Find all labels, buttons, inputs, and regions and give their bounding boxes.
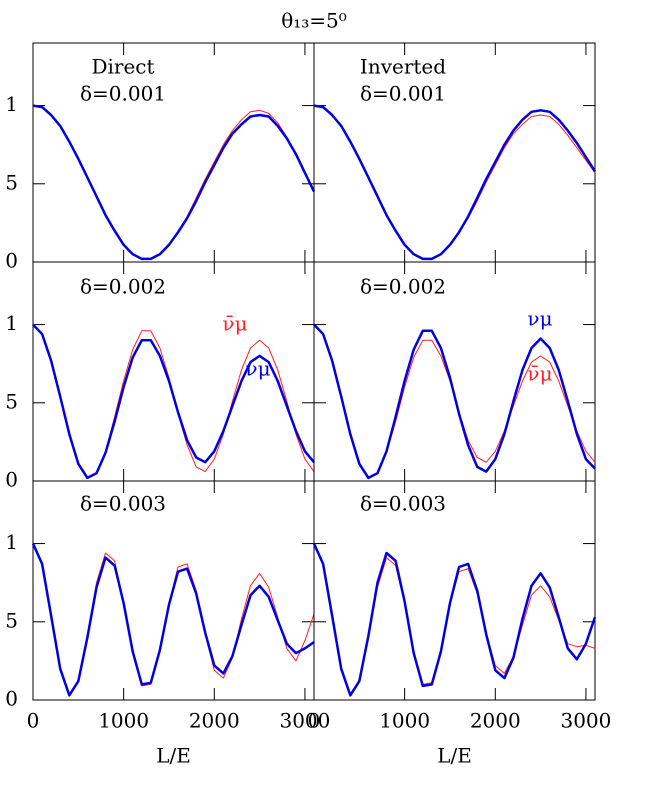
panel-frame	[313, 261, 596, 482]
curve	[32, 105, 315, 260]
legend-label: νμ	[527, 307, 552, 331]
panel-label: Inverted	[360, 55, 446, 79]
y-tick-label: 5	[5, 608, 18, 632]
curve	[313, 104, 597, 261]
x-tick-label: 3000	[560, 709, 611, 733]
legend-label: νμ	[245, 357, 270, 381]
panel-label: δ=0.001	[80, 82, 166, 106]
curve	[32, 104, 316, 261]
curve	[313, 105, 596, 260]
y-tick-label: 0	[5, 468, 18, 492]
y-tick-label: 1	[5, 530, 18, 554]
x-tick-label: 1000	[98, 709, 149, 733]
panel-label: δ=0.001	[360, 82, 446, 106]
y-tick-label: 5	[5, 389, 18, 413]
panel-label: δ=0.002	[360, 275, 446, 299]
x-tick-label: 2000	[470, 709, 521, 733]
x-tick-label: 2000	[189, 709, 240, 733]
y-tick-label: 0	[5, 249, 18, 273]
x-tick-label: 1000	[379, 709, 430, 733]
figure-title: θ₁₃=5⁰	[281, 9, 347, 33]
y-tick-label: 0	[5, 687, 18, 711]
panel-frame	[313, 480, 596, 701]
y-tick-label: 1	[5, 92, 18, 116]
curve	[31, 543, 315, 697]
x-axis-label: L/E	[437, 744, 472, 768]
x-axis-label: L/E	[156, 744, 191, 768]
panel-label: Direct	[91, 55, 154, 79]
panel-label: δ=0.003	[360, 492, 446, 516]
legend-label: ν̄μ	[527, 362, 552, 386]
curve	[32, 323, 315, 480]
panel-label: δ=0.002	[80, 275, 166, 299]
y-tick-label: 1	[5, 311, 18, 335]
legend-label: ν̄μ	[222, 312, 247, 336]
panel-label: δ=0.003	[80, 492, 166, 516]
y-tick-label: 5	[5, 170, 18, 194]
curve	[313, 543, 596, 696]
x-tick-label: 0	[308, 709, 321, 733]
curve	[32, 543, 315, 696]
x-tick-label: 3000	[279, 709, 330, 733]
curve	[313, 323, 596, 480]
x-tick-label: 0	[27, 709, 40, 733]
curve	[312, 543, 597, 697]
